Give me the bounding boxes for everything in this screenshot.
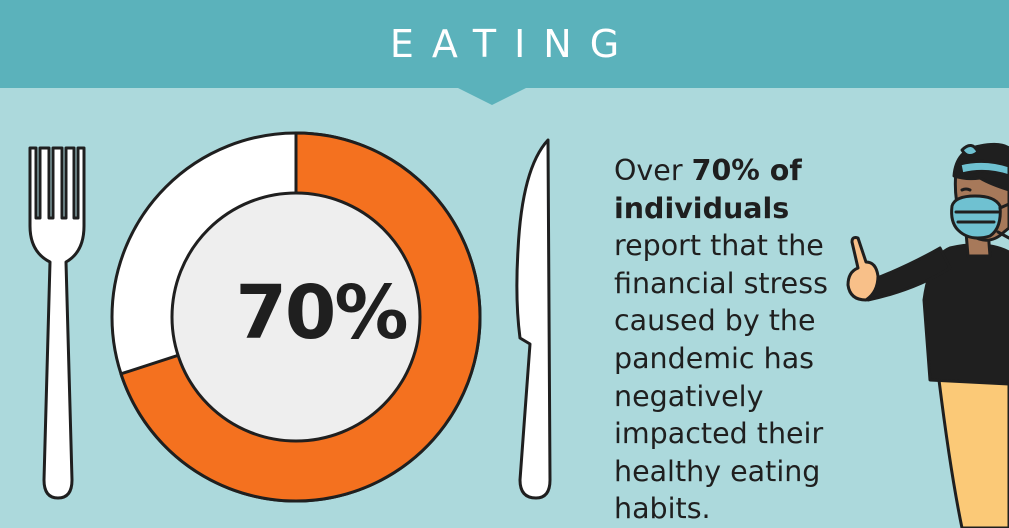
section-title: EATING: [389, 22, 638, 66]
plate-center: [170, 191, 422, 443]
plate-chart: [110, 131, 482, 503]
header-notch: [456, 87, 528, 105]
description-prefix: Over: [614, 154, 692, 187]
person-illustration: [846, 142, 1009, 528]
fork-icon: [28, 146, 86, 500]
description-text: Over 70% of individuals report that the …: [614, 152, 864, 528]
percent-label: 70%: [235, 270, 408, 356]
description-suffix: report that the financial stress caused …: [614, 229, 828, 526]
header-banner: EATING: [0, 0, 1009, 88]
knife-icon: [515, 138, 552, 500]
description-highlight: 70% of individuals: [614, 154, 802, 225]
